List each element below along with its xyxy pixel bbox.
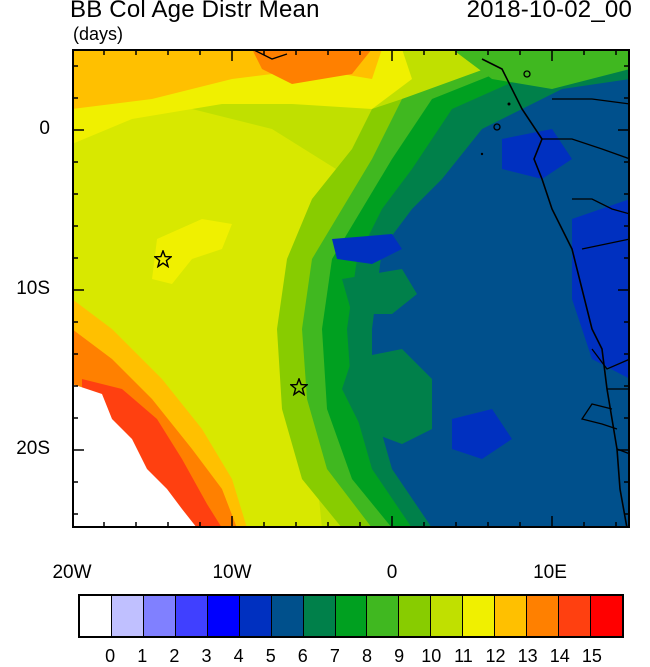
colorbar-box-1 [111, 596, 144, 636]
lat-tick-20s: 20S [16, 438, 50, 459]
lon-tick-20w: 20W [52, 562, 92, 583]
colorbar-box-5 [239, 596, 272, 636]
border-1 [552, 98, 630, 105]
field-north-deep-orange [252, 49, 372, 84]
colorbar-box-12 [463, 596, 496, 636]
lon-tick-10w: 10W [212, 562, 252, 583]
border-north [251, 49, 288, 60]
border-4 [581, 238, 630, 250]
colorbar-label-0: 0 [105, 646, 116, 666]
field-blue-pocket-1 [332, 234, 402, 264]
field-yellow-blob [152, 219, 232, 284]
border-2 [542, 138, 630, 160]
border-3 [572, 198, 630, 215]
colorbar-label-10: 10 [421, 646, 442, 666]
lat-tick-0: 0 [39, 118, 50, 139]
colorbar-box-10 [399, 596, 432, 636]
colorbar-box-8 [335, 596, 368, 636]
island-4 [480, 152, 484, 156]
colorbar-box-15 [559, 596, 591, 636]
colorbar-box-2 [143, 596, 176, 636]
units-label: (days) [73, 24, 124, 44]
island-3 [507, 102, 511, 106]
colorbar-label-1: 1 [137, 646, 148, 666]
colorbar [78, 594, 624, 638]
colorbar-box-9 [367, 596, 400, 636]
colorbar-label-14: 14 [549, 646, 570, 666]
colorbar-label-4: 4 [233, 646, 244, 666]
border-8 [580, 403, 618, 430]
coastline [481, 58, 628, 528]
colorbar-box-0 [80, 596, 112, 636]
lon-tick-0: 0 [386, 562, 398, 583]
colorbar-label-15: 15 [581, 646, 602, 666]
colorbar-box-4 [207, 596, 240, 636]
field-blue-pocket-3 [452, 409, 512, 459]
field-blue-pocket-2 [502, 129, 572, 179]
age-field [72, 49, 630, 528]
colorbar-label-2: 2 [169, 646, 180, 666]
colorbar-label-3: 3 [201, 646, 212, 666]
field-no-data [72, 384, 197, 528]
field-inner-patch-2 [342, 269, 417, 314]
field-blue-pocket-4 [572, 199, 630, 379]
lat-tick-10s: 10S [16, 278, 50, 299]
island-1 [523, 70, 531, 78]
colorbar-label-11: 11 [454, 646, 473, 666]
field-inner-patch-1 [342, 349, 432, 444]
lon-tick-10e: 10E [533, 562, 567, 583]
colorbar-label-6: 6 [297, 646, 308, 666]
colorbar-box-6 [271, 596, 304, 636]
field-band-6 [372, 79, 630, 528]
colorbar-label-9: 9 [394, 646, 405, 666]
colorbar-box-7 [303, 596, 336, 636]
star-marker-2 [290, 378, 309, 397]
datetime-label: 2018-10-02_00 [466, 0, 632, 23]
colorbar-box-3 [175, 596, 208, 636]
star-marker-1 [154, 249, 173, 268]
border-6 [591, 348, 630, 370]
colorbar-label-13: 13 [517, 646, 538, 666]
island-2 [493, 123, 501, 131]
colorbar-box-13 [495, 596, 528, 636]
colorbar-box-16 [591, 596, 622, 636]
colorbar-label-12: 12 [485, 646, 506, 666]
colorbar-box-14 [527, 596, 560, 636]
colorbar-label-5: 5 [265, 646, 276, 666]
colorbar-box-11 [431, 596, 464, 636]
field-ne-green [452, 49, 630, 89]
map-panel [72, 49, 630, 528]
colorbar-label-8: 8 [362, 646, 373, 666]
colorbar-label-7: 7 [329, 646, 340, 666]
map-title: BB Col Age Distr Mean [70, 0, 320, 23]
